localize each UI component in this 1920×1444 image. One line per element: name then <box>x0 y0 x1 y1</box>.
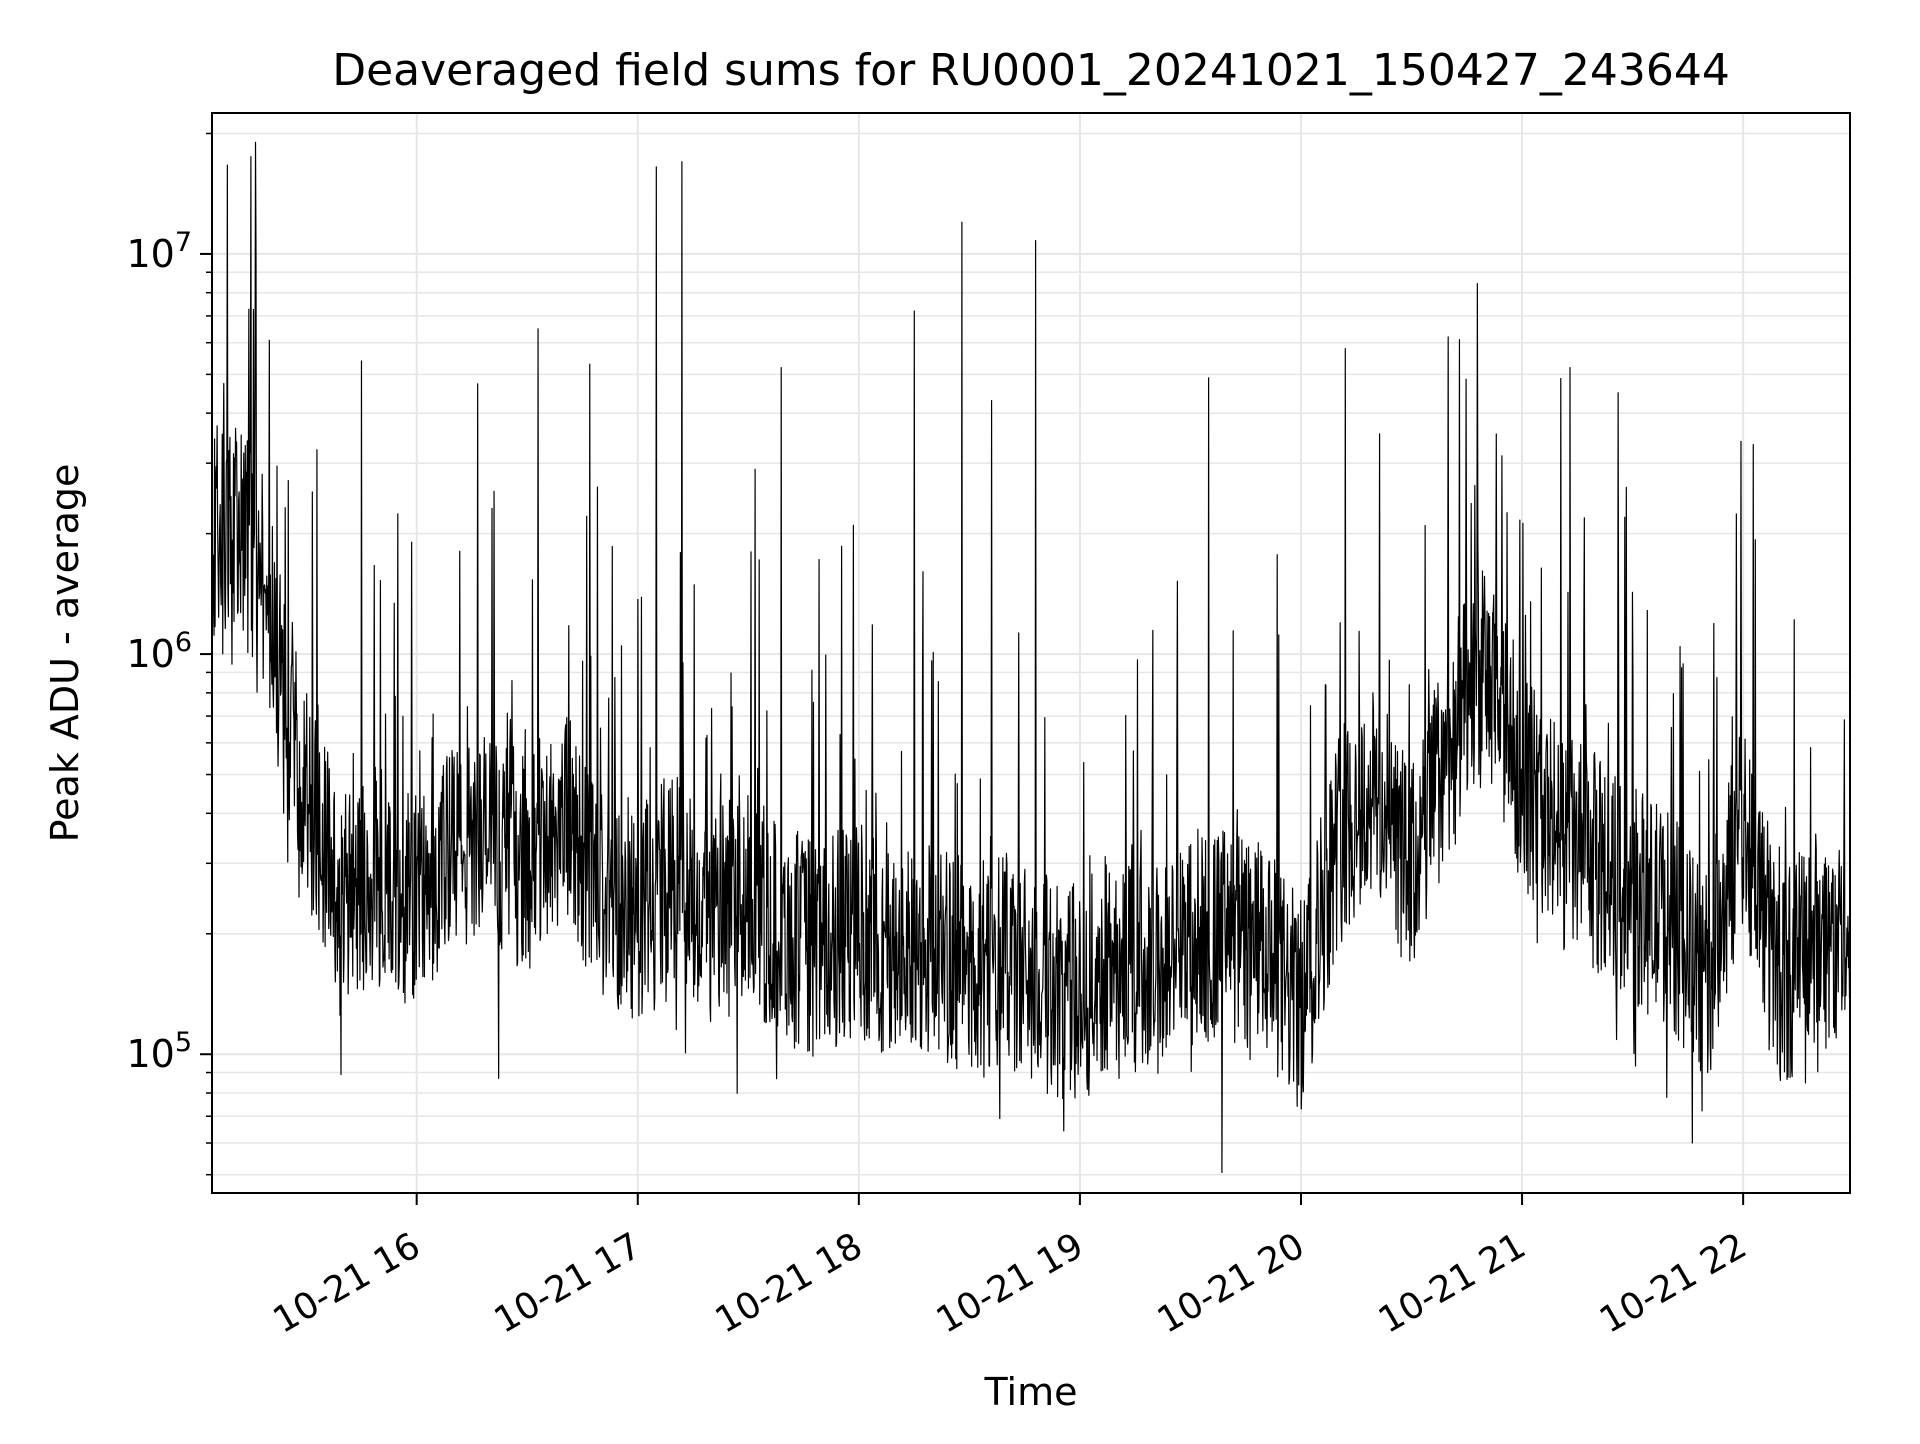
chart-title: Deaveraged field sums for RU0001_2024102… <box>332 45 1730 96</box>
y-tick-label: 105 <box>126 1027 192 1076</box>
x-axis-label: Time <box>984 1370 1078 1414</box>
y-tick-base: 10 <box>126 232 174 276</box>
y-tick-label: 106 <box>126 627 192 676</box>
y-axis-label: Peak ADU - average <box>43 464 87 843</box>
plot-frame <box>211 112 1851 1194</box>
y-tick-base: 10 <box>126 1032 174 1076</box>
y-tick-exponent: 7 <box>175 227 192 258</box>
y-tick-exponent: 6 <box>175 627 192 658</box>
y-tick-label: 107 <box>126 227 192 276</box>
y-tick-base: 10 <box>126 632 174 676</box>
y-tick-exponent: 5 <box>175 1027 192 1058</box>
plot-area <box>211 141 1851 1174</box>
grid-lines <box>212 113 1850 1193</box>
series-line <box>211 141 1851 1174</box>
